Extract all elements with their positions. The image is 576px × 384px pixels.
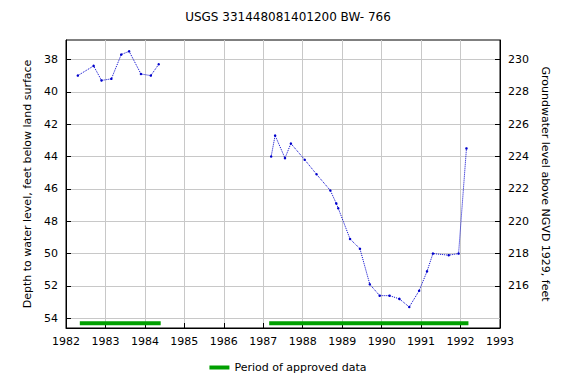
svg-text:1986: 1986: [210, 335, 238, 348]
svg-text:1991: 1991: [407, 335, 435, 348]
svg-text:228: 228: [508, 85, 529, 98]
svg-text:Groundwater level above NGVD 1: Groundwater level above NGVD 1929, feet: [539, 66, 552, 302]
svg-text:42: 42: [44, 118, 58, 131]
svg-text:54: 54: [44, 312, 58, 325]
svg-text:Depth to water level, feet bel: Depth to water level, feet below land su…: [21, 59, 34, 308]
svg-text:220: 220: [508, 215, 529, 228]
svg-text:218: 218: [508, 247, 529, 260]
svg-text:1993: 1993: [486, 335, 514, 348]
svg-text:1989: 1989: [328, 335, 356, 348]
svg-text:52: 52: [44, 279, 58, 292]
svg-text:1984: 1984: [131, 335, 159, 348]
svg-text:1987: 1987: [249, 335, 277, 348]
svg-text:222: 222: [508, 182, 529, 195]
svg-text:40: 40: [44, 85, 58, 98]
svg-text:Period of approved data: Period of approved data: [234, 361, 366, 374]
svg-text:216: 216: [508, 279, 529, 292]
svg-text:1982: 1982: [52, 335, 80, 348]
svg-text:1990: 1990: [368, 335, 396, 348]
svg-text:50: 50: [44, 247, 58, 260]
svg-text:1992: 1992: [447, 335, 475, 348]
svg-text:44: 44: [44, 150, 58, 163]
svg-text:226: 226: [508, 118, 529, 131]
svg-text:1983: 1983: [91, 335, 119, 348]
svg-text:1985: 1985: [170, 335, 198, 348]
svg-text:46: 46: [44, 182, 58, 195]
svg-text:48: 48: [44, 215, 58, 228]
svg-text:38: 38: [44, 53, 58, 66]
svg-text:1988: 1988: [289, 335, 317, 348]
svg-text:230: 230: [508, 53, 529, 66]
svg-text:USGS 331448081401200 BW- 766: USGS 331448081401200 BW- 766: [185, 10, 391, 24]
svg-text:224: 224: [508, 150, 529, 163]
